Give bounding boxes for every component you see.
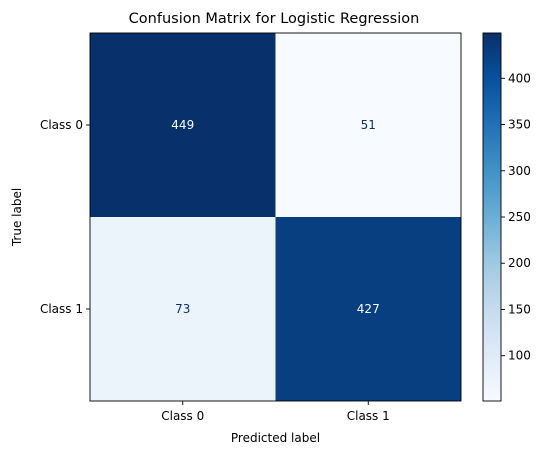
chart-title: Confusion Matrix for Logistic Regression [129,11,420,27]
heatmap-cell [275,217,461,401]
x-axis-label: Predicted label [231,431,320,445]
colorbar-tick-label: 200 [508,256,531,270]
colorbar-tick-label: 150 [508,302,531,316]
x-tick-label: Class 1 [347,409,390,423]
x-tick-label: Class 0 [161,409,204,423]
cell-value-label: 449 [171,118,194,132]
x-axis-ticks: Class 0 Class 1 [161,401,390,423]
cell-value-label: 73 [175,302,190,316]
heatmap-cells [90,33,461,401]
colorbar-ticks: 100 150 200 250 300 350 400 [501,71,531,363]
y-axis-ticks: Class 0 Class 1 [40,118,90,316]
heatmap-cell [90,217,276,401]
colorbar [482,32,502,402]
cell-value-label: 51 [361,118,376,132]
colorbar-tick-label: 400 [508,71,531,85]
colorbar-tick-label: 350 [508,118,531,132]
colorbar-tick-label: 100 [508,349,531,363]
plot-frame [89,32,462,402]
cell-labels: 449 51 73 427 [171,118,379,316]
y-tick-label: Class 1 [40,302,83,316]
heatmap-cell [90,33,276,217]
heatmap-cell [275,33,461,217]
colorbar-tick-label: 250 [508,210,531,224]
y-axis-label: True label [10,188,24,247]
y-tick-label: Class 0 [40,118,83,132]
colorbar-tick-label: 300 [508,164,531,178]
cell-value-label: 427 [357,302,380,316]
